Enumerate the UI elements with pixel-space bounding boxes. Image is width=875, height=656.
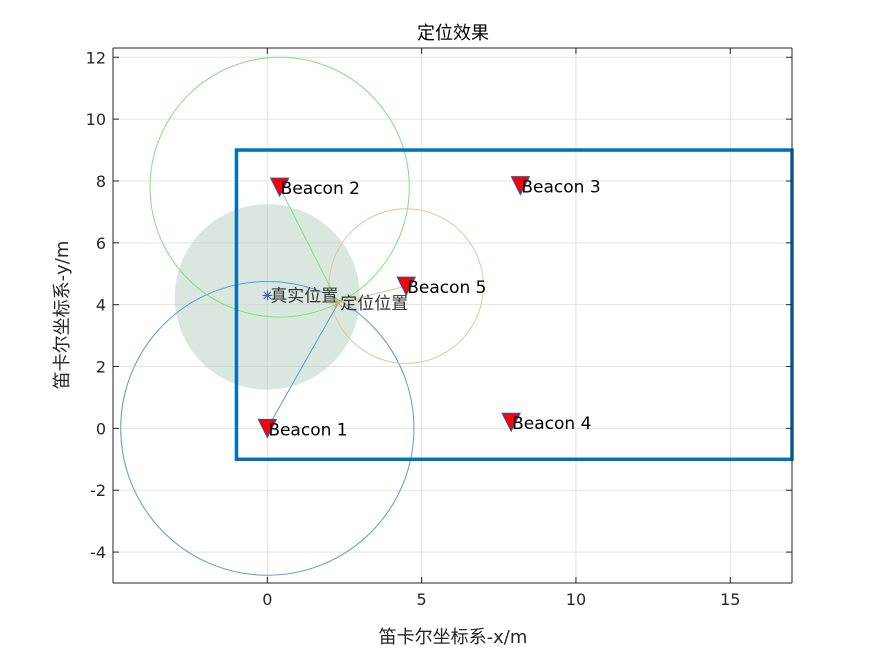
- beacon-marker: [510, 176, 531, 196]
- range-line: [266, 302, 339, 429]
- y-axis-title: 笛卡尔坐标系-y/m: [52, 241, 73, 390]
- ranging-circle: [328, 208, 484, 364]
- x-tick-label: 5: [417, 590, 427, 609]
- y-tick-label: -4: [90, 543, 106, 562]
- x-axis-title: 笛卡尔坐标系-x/m: [379, 627, 528, 648]
- beacon-marker: [269, 177, 290, 198]
- range-line: [279, 186, 339, 304]
- x-tick-label: 10: [566, 590, 586, 609]
- beacons: Beacon 1 Beacon 2 Beacon 3 Beacon 4 Beacon 5: [257, 176, 601, 440]
- y-tick-label: 0: [96, 419, 106, 438]
- y-tick-label: 6: [96, 234, 106, 253]
- y-tick-label: 4: [96, 296, 106, 315]
- asterisk-stroke: [263, 291, 272, 300]
- ranging-circle: [120, 280, 415, 576]
- axes: 0 5 10 15 -4 -2 0 2 4 6 8 10 12: [86, 47, 793, 609]
- true-position-marker: [262, 290, 273, 301]
- beacon-marker: [396, 276, 417, 297]
- beacon-marker: [501, 412, 521, 433]
- beacon-marker: [257, 418, 278, 439]
- x-tick-label: 0: [262, 590, 272, 609]
- range-lines: [266, 186, 407, 429]
- ranging-circles: [120, 56, 484, 576]
- y-tick-label: 2: [96, 358, 106, 377]
- beacon-label: Beacon 5: [407, 278, 486, 298]
- true-position-label: 真实位置: [270, 286, 338, 306]
- y-tick-label: 10: [86, 110, 106, 129]
- y-tick-label: -2: [90, 481, 106, 500]
- y-tick-label: 8: [96, 172, 106, 191]
- beacon-label: Beacon 3: [521, 178, 600, 198]
- x-tick-label: 15: [720, 590, 740, 609]
- beacon-label: Beacon 4: [512, 414, 591, 434]
- beacon-label: Beacon 1: [268, 420, 347, 440]
- estimated-position-label: 定位位置: [340, 294, 408, 314]
- estimated-position-marker: [333, 298, 343, 308]
- beacon-label: Beacon 2: [281, 179, 360, 199]
- y-tick-label: 12: [86, 48, 106, 67]
- cross-stroke: [333, 298, 343, 308]
- position-markers: 真实位置 定位位置: [262, 286, 408, 314]
- range-line: [338, 285, 407, 304]
- chart-title: 定位效果: [417, 23, 489, 44]
- ranging-circle: [149, 56, 410, 318]
